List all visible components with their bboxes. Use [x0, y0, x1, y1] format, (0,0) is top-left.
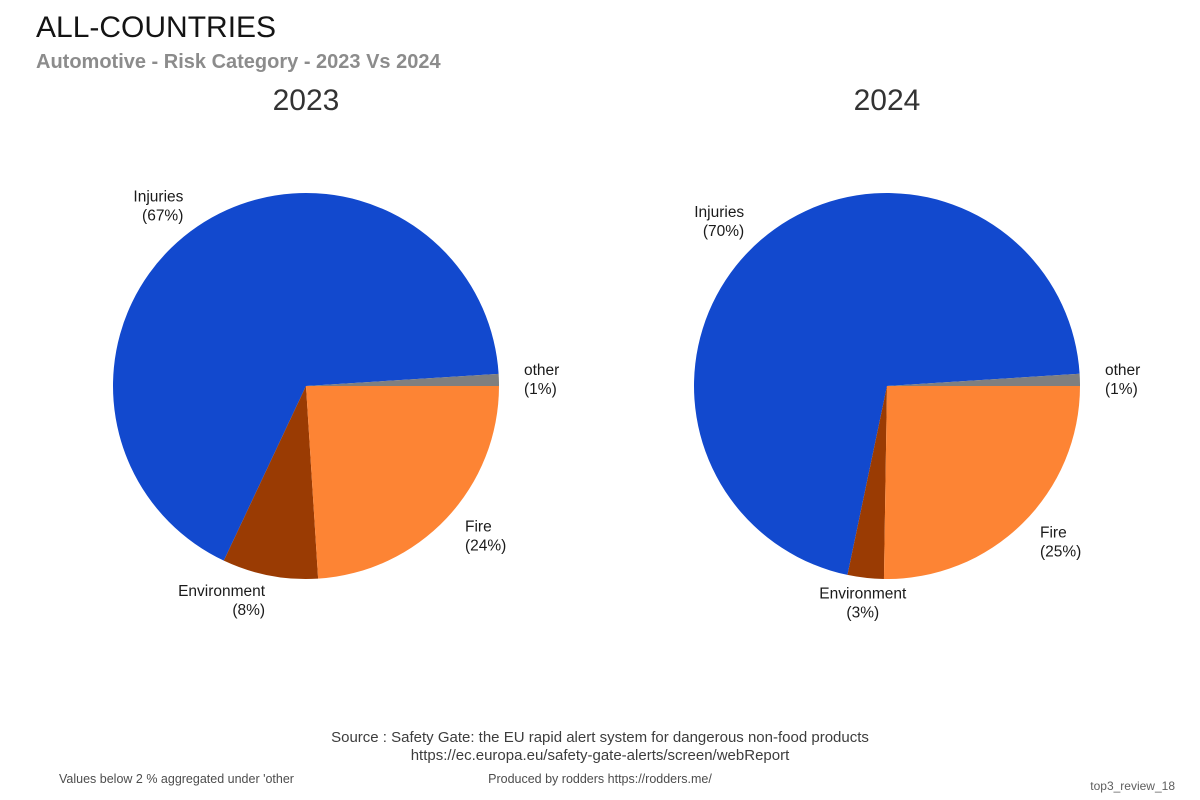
slice-pct-label: (1%) [524, 381, 557, 398]
slice-pct-label: (1%) [1105, 381, 1138, 398]
aggregation-note: Values below 2 % aggregated under 'other [59, 772, 294, 786]
report-title: ALL-COUNTRIES [36, 11, 277, 44]
slice-pct-label: (3%) [846, 605, 879, 622]
slice-pct-label: (70%) [703, 223, 744, 240]
pie-2023: Injuries (67%) Environment (8%) Fire (24%) oth… [113, 189, 559, 619]
pie-slice-environment [223, 386, 319, 580]
slice-pct-label: (24%) [465, 537, 506, 554]
pie-slice-other [306, 373, 500, 386]
pie-slice-environment [847, 386, 887, 579]
slice-label: Fire [1040, 524, 1067, 541]
file-tag: top3_review_18 [1090, 779, 1175, 793]
pie-slice-injuries [693, 193, 1080, 575]
pie-slice-other [887, 373, 1080, 386]
pie-slice-fire [306, 386, 499, 579]
slice-label: Injuries [694, 204, 744, 221]
report-subtitle: Automotive - Risk Category - 2023 Vs 202… [36, 51, 441, 73]
slice-label: other [1105, 362, 1140, 379]
chart-title-2024: 2024 [853, 84, 921, 117]
pie-slice-fire [883, 386, 1080, 580]
pie-2024: Injuries (70%) Environment (3%) Fire (25%) oth… [693, 193, 1140, 622]
pie-slice-injuries [113, 193, 499, 561]
slice-label: Environment [819, 586, 907, 603]
slice-label: other [524, 362, 559, 379]
slice-label: Environment [178, 583, 266, 600]
producer-credit: Produced by rodders https://rodders.me/ [488, 772, 712, 786]
slice-pct-label: (8%) [232, 602, 265, 619]
source-block: Source : Safety Gate: the EU rapid alert… [0, 729, 1200, 764]
source-line-2: https://ec.europa.eu/safety-gate-alerts/… [410, 746, 790, 764]
source-line-1: Source : Safety Gate: the EU rapid alert… [331, 729, 869, 746]
slice-pct-label: (67%) [142, 208, 183, 225]
slice-label: Fire [465, 518, 492, 535]
slice-label: Injuries [133, 189, 183, 206]
chart-title-2023: 2023 [272, 84, 340, 117]
slice-pct-label: (25%) [1040, 543, 1081, 560]
